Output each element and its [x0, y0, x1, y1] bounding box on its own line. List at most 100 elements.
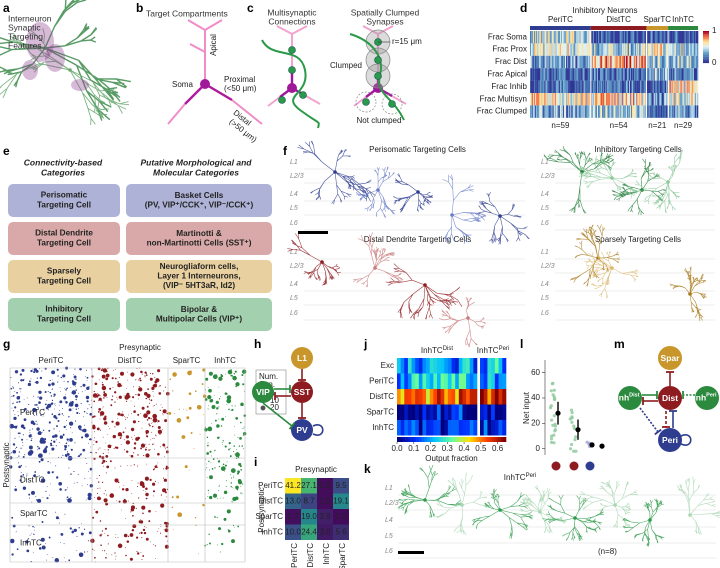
colorbar-step — [451, 437, 455, 442]
panel-a-caption: Targeting — [8, 31, 43, 41]
heat-cell — [397, 373, 401, 389]
synapse-dot — [17, 432, 19, 434]
colorbar-step — [443, 437, 447, 442]
heat-cell — [556, 68, 559, 81]
colorbar-step — [703, 42, 709, 44]
heat-cell — [491, 404, 496, 420]
heat-cell — [557, 93, 560, 106]
heat-cell — [580, 105, 582, 118]
heat-cell — [618, 80, 620, 93]
synapse-dot — [63, 557, 65, 559]
heat-cell — [648, 80, 650, 93]
synapse-dot — [23, 378, 25, 380]
synapse-dot — [68, 405, 70, 407]
synapse-dot — [84, 424, 85, 426]
synapse-dot — [36, 377, 38, 379]
heat-cell — [487, 420, 492, 436]
heat-cell — [535, 43, 537, 56]
heat-cell — [640, 93, 642, 106]
heat-cell — [616, 105, 618, 118]
neuron-soma — [373, 266, 377, 270]
heat-cell — [674, 55, 676, 69]
heat-cell — [572, 68, 574, 81]
heat-cell — [480, 389, 485, 405]
heat-cell — [532, 55, 534, 69]
heat-cell — [649, 105, 651, 118]
synapse-dot — [96, 478, 98, 479]
heat-cell — [561, 80, 564, 93]
synapse-dot — [131, 528, 135, 532]
heat-cell — [596, 43, 599, 56]
heat-cell — [572, 80, 574, 93]
heat-cell — [586, 31, 589, 44]
heat-cell — [619, 68, 621, 81]
heat-cell — [670, 55, 672, 69]
heat-cell — [533, 80, 535, 93]
heat-cell — [422, 358, 427, 374]
cell-value: 19.0 — [301, 512, 317, 521]
synapse-dot — [237, 525, 240, 528]
heat-cell — [581, 55, 583, 69]
synapse-dot — [52, 388, 54, 390]
synapse-dot — [156, 464, 158, 466]
synapse-dot — [87, 496, 92, 501]
synapse-dot — [234, 370, 237, 373]
synapse-dot — [74, 394, 78, 398]
synapse-dot — [125, 435, 130, 439]
synapse-dot — [162, 488, 167, 493]
synapse-dot — [41, 439, 42, 441]
synapse-dot — [22, 434, 24, 436]
synapse-dot — [158, 392, 162, 395]
synapse-dot — [101, 481, 104, 484]
heat-cell — [440, 389, 445, 405]
heat-cell — [634, 93, 636, 106]
synapse-dot — [138, 520, 142, 524]
heat-cell — [621, 68, 624, 81]
heat-cell — [565, 93, 567, 106]
synapse-dot — [32, 368, 34, 370]
heat-cell — [554, 55, 557, 69]
heat-cell — [578, 80, 580, 93]
heat-cell — [317, 509, 333, 525]
synapse-dot — [88, 531, 92, 535]
synapse-dot — [107, 543, 109, 545]
heat-cell — [567, 105, 569, 118]
heat-cell — [683, 93, 685, 106]
synapse-dot — [30, 378, 32, 380]
heat-cell — [546, 43, 548, 56]
heat-cell — [537, 80, 539, 93]
heat-cell — [668, 105, 670, 118]
heat-cell — [622, 31, 625, 44]
heat-cell — [631, 55, 633, 69]
heat-cell — [539, 43, 541, 56]
synapse-dot — [64, 489, 67, 491]
heat-cell — [652, 55, 654, 69]
heat-cell — [666, 55, 668, 69]
heat-cell — [659, 93, 662, 106]
synapse-dot — [11, 403, 13, 405]
synapse-dot — [162, 468, 164, 470]
synapse-dot — [16, 395, 21, 400]
heat-cell — [611, 68, 613, 81]
neuron-soma — [688, 513, 692, 517]
synapse-dot — [117, 481, 120, 484]
synapse-dot — [226, 480, 228, 482]
synapse-dot — [125, 417, 127, 419]
synapse-dot — [56, 368, 59, 371]
colorbar-step — [703, 37, 709, 40]
synapse-dot — [140, 531, 143, 535]
synapse-dot — [176, 418, 182, 423]
colorbar-step — [703, 58, 709, 60]
heat-cell — [333, 493, 349, 509]
neuron-arbor — [631, 149, 684, 214]
synapse-dot — [27, 451, 33, 456]
synapse-dot — [58, 522, 60, 524]
synapse-dot — [117, 413, 119, 415]
synapse-dot — [90, 399, 92, 401]
heat-cell — [582, 55, 584, 69]
heat-cell — [536, 80, 538, 93]
heat-cell — [549, 31, 551, 44]
heat-cell — [682, 55, 684, 69]
heat-cell — [571, 93, 573, 106]
proximal-range: (<50 μm) — [224, 84, 257, 93]
